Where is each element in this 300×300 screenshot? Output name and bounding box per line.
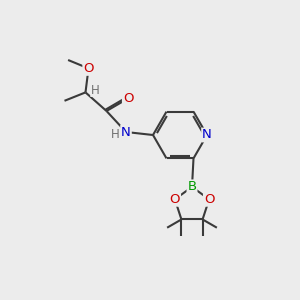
Text: H: H [111,128,120,142]
Text: H: H [91,83,100,97]
Text: O: O [83,62,94,75]
Text: O: O [123,92,133,105]
Text: B: B [188,180,196,194]
Text: O: O [169,193,180,206]
Text: N: N [121,125,131,139]
Text: O: O [204,193,214,206]
Text: N: N [202,128,212,142]
